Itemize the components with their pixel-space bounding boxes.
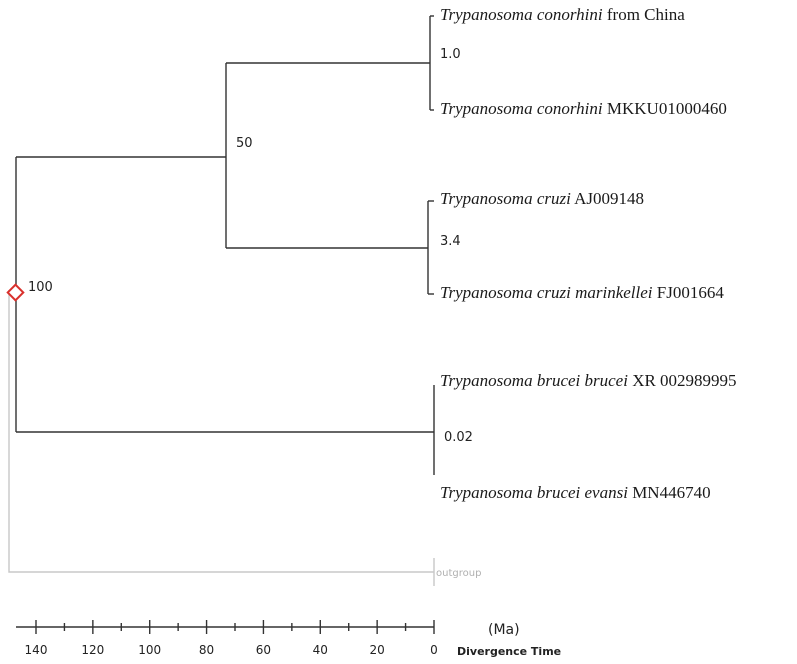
axis-tick-label: 100 [138,643,161,657]
axis-tick-label: 140 [25,643,48,657]
taxon-genus: Trypanosoma [440,5,533,24]
axis-tick-label: 40 [313,643,328,657]
taxon-label: Trypanosoma conorhini from China [440,5,685,24]
time-axis-ticks: 140 120 100 80 60 40 20 0 [25,620,438,657]
axis-title: Divergence Time [457,645,561,658]
taxon-label: Trypanosoma cruzi marinkellei FJ001664 [440,283,724,302]
node-label-brucei: 0.02 [444,430,473,445]
axis-tick-label: 0 [430,643,438,657]
taxon-genus: Trypanosoma [440,283,533,302]
taxon-species: brucei brucei [537,371,628,390]
node-label-root: 100 [28,280,53,295]
node-label-conorhini: 1.0 [440,47,461,62]
taxon-label: Trypanosoma brucei brucei XR 002989995 [440,371,737,390]
axis-tick-label: 80 [199,643,214,657]
outgroup-label: outgroup [436,568,481,579]
taxon-genus: Trypanosoma [440,483,533,502]
axis-tick-label: 120 [81,643,104,657]
axis-unit: (Ma) [488,622,520,638]
taxon-species: conorhini [537,99,603,118]
node-label-conorhini-cruzi: 50 [236,136,253,151]
taxon-suffix: MKKU01000460 [603,99,727,118]
taxon-suffix: XR 002989995 [628,371,737,390]
taxon-label: Trypanosoma conorhini MKKU01000460 [440,99,727,118]
taxon-suffix: FJ001664 [653,283,725,302]
taxon-suffix: MN446740 [628,483,711,502]
taxon-suffix: from China [603,5,686,24]
node-label-cruzi: 3.4 [440,234,461,249]
axis-tick-label: 20 [370,643,385,657]
taxon-genus: Trypanosoma [440,371,533,390]
outgroup-branch [8,290,434,573]
taxon-label: Trypanosoma cruzi AJ009148 [440,189,644,208]
axis-tick-label: 60 [256,643,271,657]
taxon-genus: Trypanosoma [440,189,533,208]
taxon-species: brucei evansi [537,483,628,502]
taxon-genus: Trypanosoma [440,99,533,118]
taxon-species: cruzi marinkellei [537,283,653,302]
taxon-label: Trypanosoma brucei evansi MN446740 [440,483,711,502]
taxon-suffix: AJ009148 [571,189,644,208]
taxon-species: conorhini [537,5,603,24]
taxon-species: cruzi [537,189,571,208]
root-node-marker[interactable] [6,283,25,302]
